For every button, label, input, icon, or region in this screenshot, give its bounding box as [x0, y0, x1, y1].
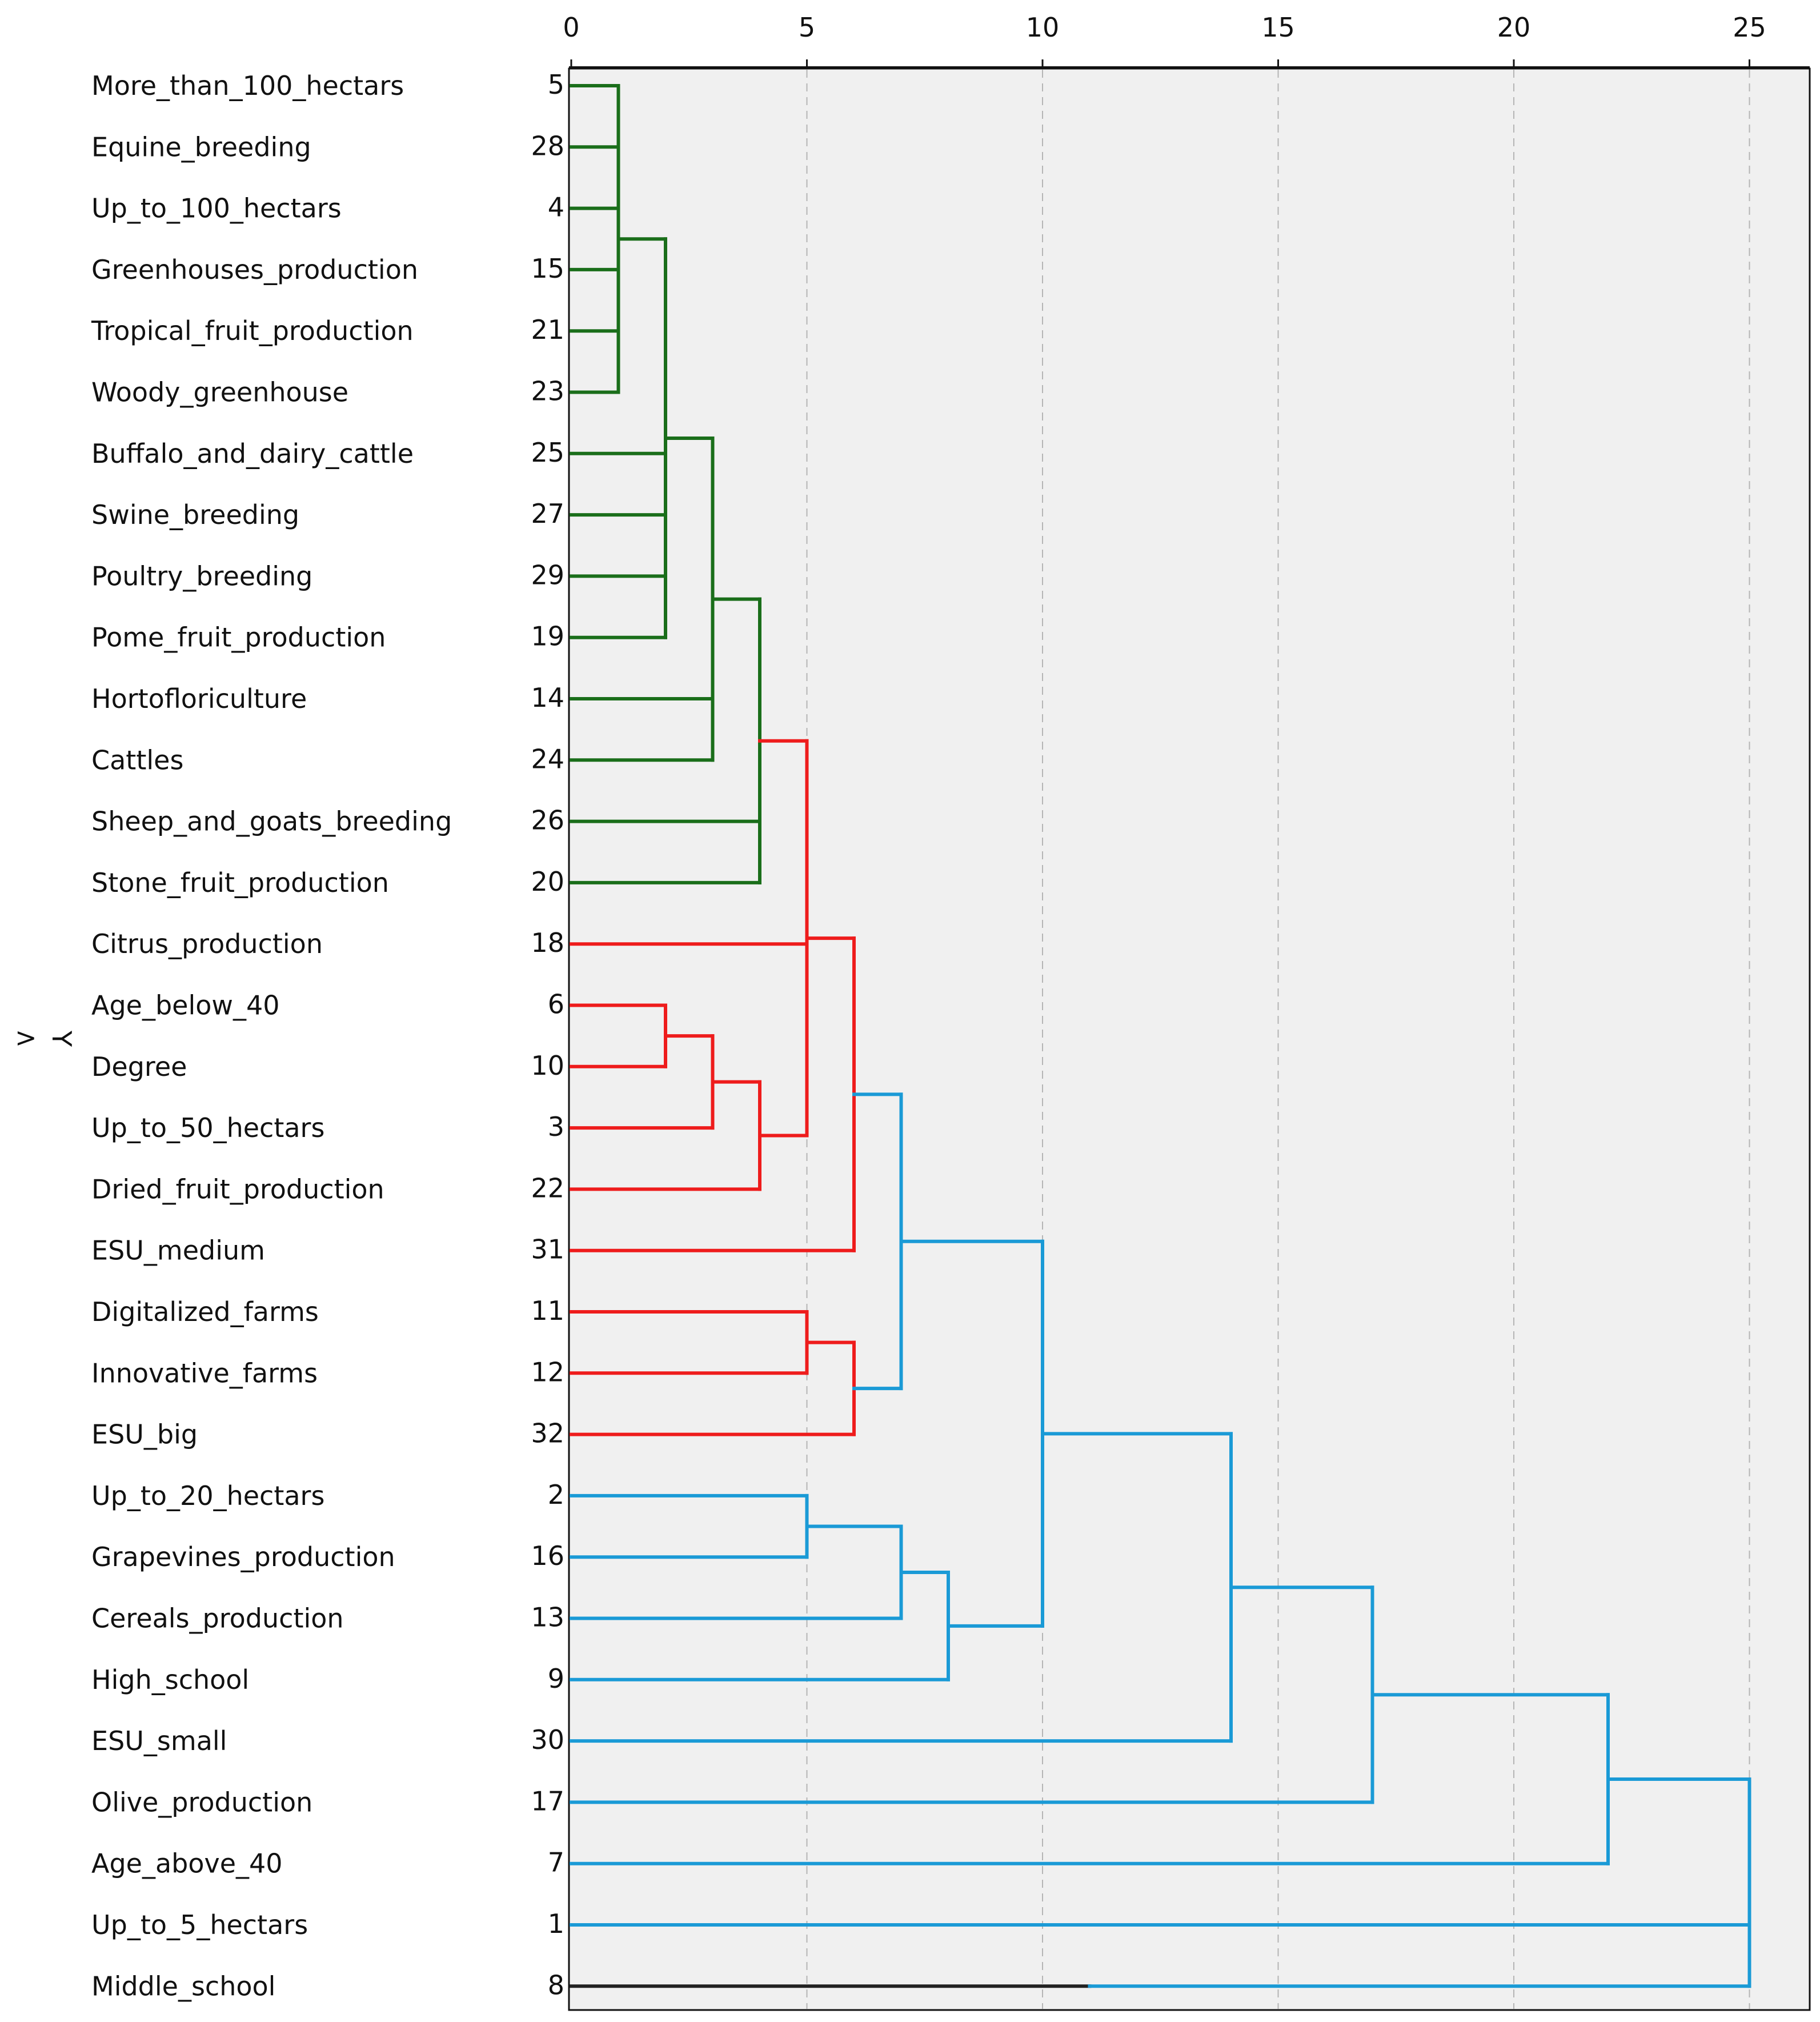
leaf-label: Woody_greenhouse	[91, 377, 348, 408]
leaf-id: 6	[548, 989, 564, 1020]
leaf-label: Middle_school	[91, 1971, 275, 2001]
leaf-label: Equine_breeding	[91, 131, 311, 162]
leaf-id: 5	[548, 69, 564, 100]
leaf-id: 27	[531, 498, 564, 529]
leaf-id: 10	[531, 1050, 564, 1081]
leaf-label: Hortofloriculture	[91, 683, 307, 714]
leaf-id: 25	[531, 437, 564, 468]
leaf-id: 22	[531, 1172, 564, 1203]
leaf-id: 9	[548, 1663, 564, 1694]
leaf-label: Citrus_production	[91, 928, 323, 959]
leaf-ids: 5284152123252729191424262018610322311112…	[531, 69, 564, 2000]
leaf-id: 15	[531, 253, 564, 284]
leaf-id: 1	[548, 1908, 564, 1939]
leaf-id: 3	[548, 1111, 564, 1142]
leaf-id: 30	[531, 1724, 564, 1755]
leaf-label: Digitalized_farms	[91, 1296, 319, 1327]
leaf-id: 12	[531, 1356, 564, 1387]
leaf-id: 32	[531, 1418, 564, 1449]
leaf-label: Greenhouses_production	[91, 254, 418, 285]
leaf-id: 14	[531, 682, 564, 713]
leaf-label: Innovative_farms	[91, 1358, 318, 1388]
leaf-id: 29	[531, 559, 564, 590]
leaf-label: More_than_100_hectars	[91, 70, 404, 101]
leaf-id: 19	[531, 621, 564, 652]
leaf-id: 26	[531, 805, 564, 836]
leaf-label: Swine_breeding	[91, 499, 299, 530]
leaf-label: Buffalo_and_dairy_cattle	[91, 438, 414, 469]
leaf-id: 20	[531, 866, 564, 897]
leaf-label: High_school	[91, 1664, 249, 1695]
leaf-id: 31	[531, 1234, 564, 1265]
leaf-label: ESU_medium	[91, 1235, 265, 1266]
leaf-label: Pome_fruit_production	[91, 622, 386, 653]
leaf-label: ESU_big	[91, 1419, 198, 1450]
tick-label-10: 10	[1026, 12, 1060, 43]
leaf-label: Up_to_5_hectars	[91, 1909, 308, 1940]
leaf-id: 2	[548, 1479, 564, 1510]
leaf-label: Dried_fruit_production	[91, 1174, 384, 1204]
leaf-label: Grapevines_production	[91, 1541, 395, 1572]
tick-label-25: 25	[1733, 12, 1766, 43]
leaf-label: Up_to_100_hectars	[91, 193, 342, 224]
leaf-id: 21	[531, 314, 564, 345]
leaf-id: 17	[531, 1785, 564, 1816]
x-axis-ticks: 0 5 10 15 20 25	[563, 12, 1766, 67]
y-axis-marker: >	[15, 1022, 37, 1053]
leaf-label: Stone_fruit_production	[91, 867, 389, 898]
leaf-id: 13	[531, 1602, 564, 1633]
tick-label-15: 15	[1261, 12, 1295, 43]
leaf-id: 18	[531, 927, 564, 958]
leaf-label: Degree	[91, 1051, 187, 1082]
leaf-label: Olive_production	[91, 1787, 312, 1817]
dendrogram-branches	[570, 84, 1751, 1988]
y-axis-label: Y	[46, 1030, 77, 1047]
grid-lines	[806, 70, 1750, 2009]
leaf-label: Cattles	[91, 744, 183, 775]
tick-label-0: 0	[563, 12, 579, 43]
leaf-id: 8	[548, 1969, 564, 2000]
leaf-label: Up_to_20_hectars	[91, 1480, 324, 1511]
leaf-label: ESU_small	[91, 1725, 227, 1756]
leaf-label: Tropical_fruit_production	[91, 315, 414, 346]
leaf-label: Cereals_production	[91, 1603, 344, 1634]
tick-label-5: 5	[799, 12, 815, 43]
tick-label-20: 20	[1497, 12, 1531, 43]
leaf-id: 23	[531, 376, 564, 407]
leaf-label: Age_below_40	[91, 990, 280, 1021]
leaf-label: Up_to_50_hectars	[91, 1112, 324, 1143]
leaf-id: 7	[548, 1847, 564, 1878]
leaf-id: 28	[531, 130, 564, 161]
plot-background	[568, 67, 1811, 2011]
leaf-id: 4	[548, 192, 564, 223]
leaf-id: 24	[531, 743, 564, 774]
leaf-label: Sheep_and_goats_breeding	[91, 806, 452, 837]
leaf-label: Age_above_40	[91, 1848, 283, 1879]
leaf-labels: More_than_100_hectars Equine_breeding Up_t…	[91, 70, 452, 2001]
leaf-id: 11	[531, 1295, 564, 1326]
leaf-label: Poultry_breeding	[91, 560, 312, 591]
leaf-id: 16	[531, 1540, 564, 1571]
